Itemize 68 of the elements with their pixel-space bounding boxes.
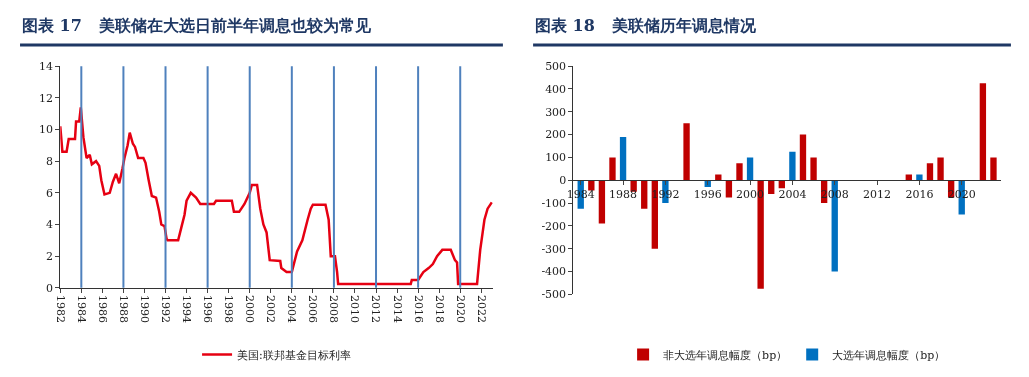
y-tick-label: 14	[39, 60, 54, 74]
y-tick-label: -500	[541, 288, 567, 302]
x-tick-label: 1994	[180, 295, 193, 324]
bar	[810, 157, 817, 181]
y-tick-label: 12	[39, 91, 54, 105]
y-tick-label: 0	[46, 281, 54, 295]
y-tick-label: -200	[541, 219, 567, 233]
y-tick-label: -300	[541, 242, 567, 256]
x-tick-label: 1988	[609, 188, 638, 202]
bar	[619, 136, 627, 181]
y-tick-label: -400	[541, 265, 567, 279]
x-tick-label: 2014	[390, 295, 404, 324]
x-tick-label: 1984	[74, 295, 88, 324]
x-tick-label: 2020	[453, 295, 467, 324]
bar	[609, 157, 616, 181]
x-tick-label: 1998	[222, 295, 236, 324]
bar	[916, 174, 923, 181]
bar	[799, 134, 807, 181]
x-tick-label: 2000	[243, 295, 257, 324]
y-tick-label: 300	[545, 105, 567, 119]
legend-label: 非大选年调息幅度（bp）	[663, 348, 788, 362]
y-tick-label: -100	[541, 196, 567, 210]
bar	[736, 163, 743, 181]
bar	[789, 151, 796, 181]
legend-label: 美国:联邦基金目标利率	[237, 348, 351, 362]
y-tick-label: 8	[46, 155, 54, 169]
y-tick-label: 10	[39, 123, 54, 137]
legend-label: 大选年调息幅度（bp）	[832, 348, 946, 362]
x-tick-label: 2012	[369, 295, 383, 324]
chart-title: 图表 17 美联储在大选日前半年调息也较为常见	[22, 16, 372, 35]
chart-title: 图表 18 美联储历年调息情况	[535, 16, 757, 35]
x-tick-label: 2006	[306, 295, 320, 324]
bar	[641, 180, 648, 209]
x-tick-label: 2002	[264, 295, 278, 324]
bar	[768, 180, 775, 194]
x-tick-label: 2016	[905, 188, 934, 202]
bar	[937, 157, 944, 181]
x-tick-label: 1992	[158, 295, 172, 324]
x-tick-label: 2016	[411, 295, 425, 324]
bar	[979, 83, 987, 181]
bar	[746, 157, 754, 181]
y-tick-label: 2	[46, 250, 54, 264]
y-tick-label: 200	[545, 128, 567, 142]
bar	[630, 180, 637, 192]
x-tick-label: 1988	[116, 295, 130, 324]
x-tick-label: 2004	[778, 188, 807, 202]
bar	[598, 180, 606, 224]
x-tick-label: 2008	[327, 295, 341, 324]
bar	[990, 157, 997, 181]
y-tick-label: 500	[545, 60, 567, 74]
x-tick-label: 2018	[432, 295, 446, 324]
x-tick-label: 1986	[95, 295, 109, 324]
bar	[683, 123, 690, 181]
x-tick-label: 1996	[693, 188, 722, 202]
x-tick-label: 2010	[348, 295, 362, 324]
y-tick-label: 4	[46, 218, 54, 232]
y-tick-label: 100	[545, 151, 567, 165]
x-tick-label: 1982	[53, 295, 67, 324]
y-tick-label: 400	[545, 82, 567, 96]
x-tick-label: 2012	[863, 188, 892, 202]
y-tick-label: 6	[46, 186, 54, 200]
x-tick-label: 2004	[285, 295, 299, 324]
bar	[588, 180, 595, 191]
x-tick-label: 2022	[474, 295, 488, 324]
bar	[926, 163, 934, 181]
x-tick-label: 1996	[201, 295, 215, 324]
y-tick-label: 0	[559, 174, 567, 188]
x-tick-label: 1990	[137, 295, 151, 324]
